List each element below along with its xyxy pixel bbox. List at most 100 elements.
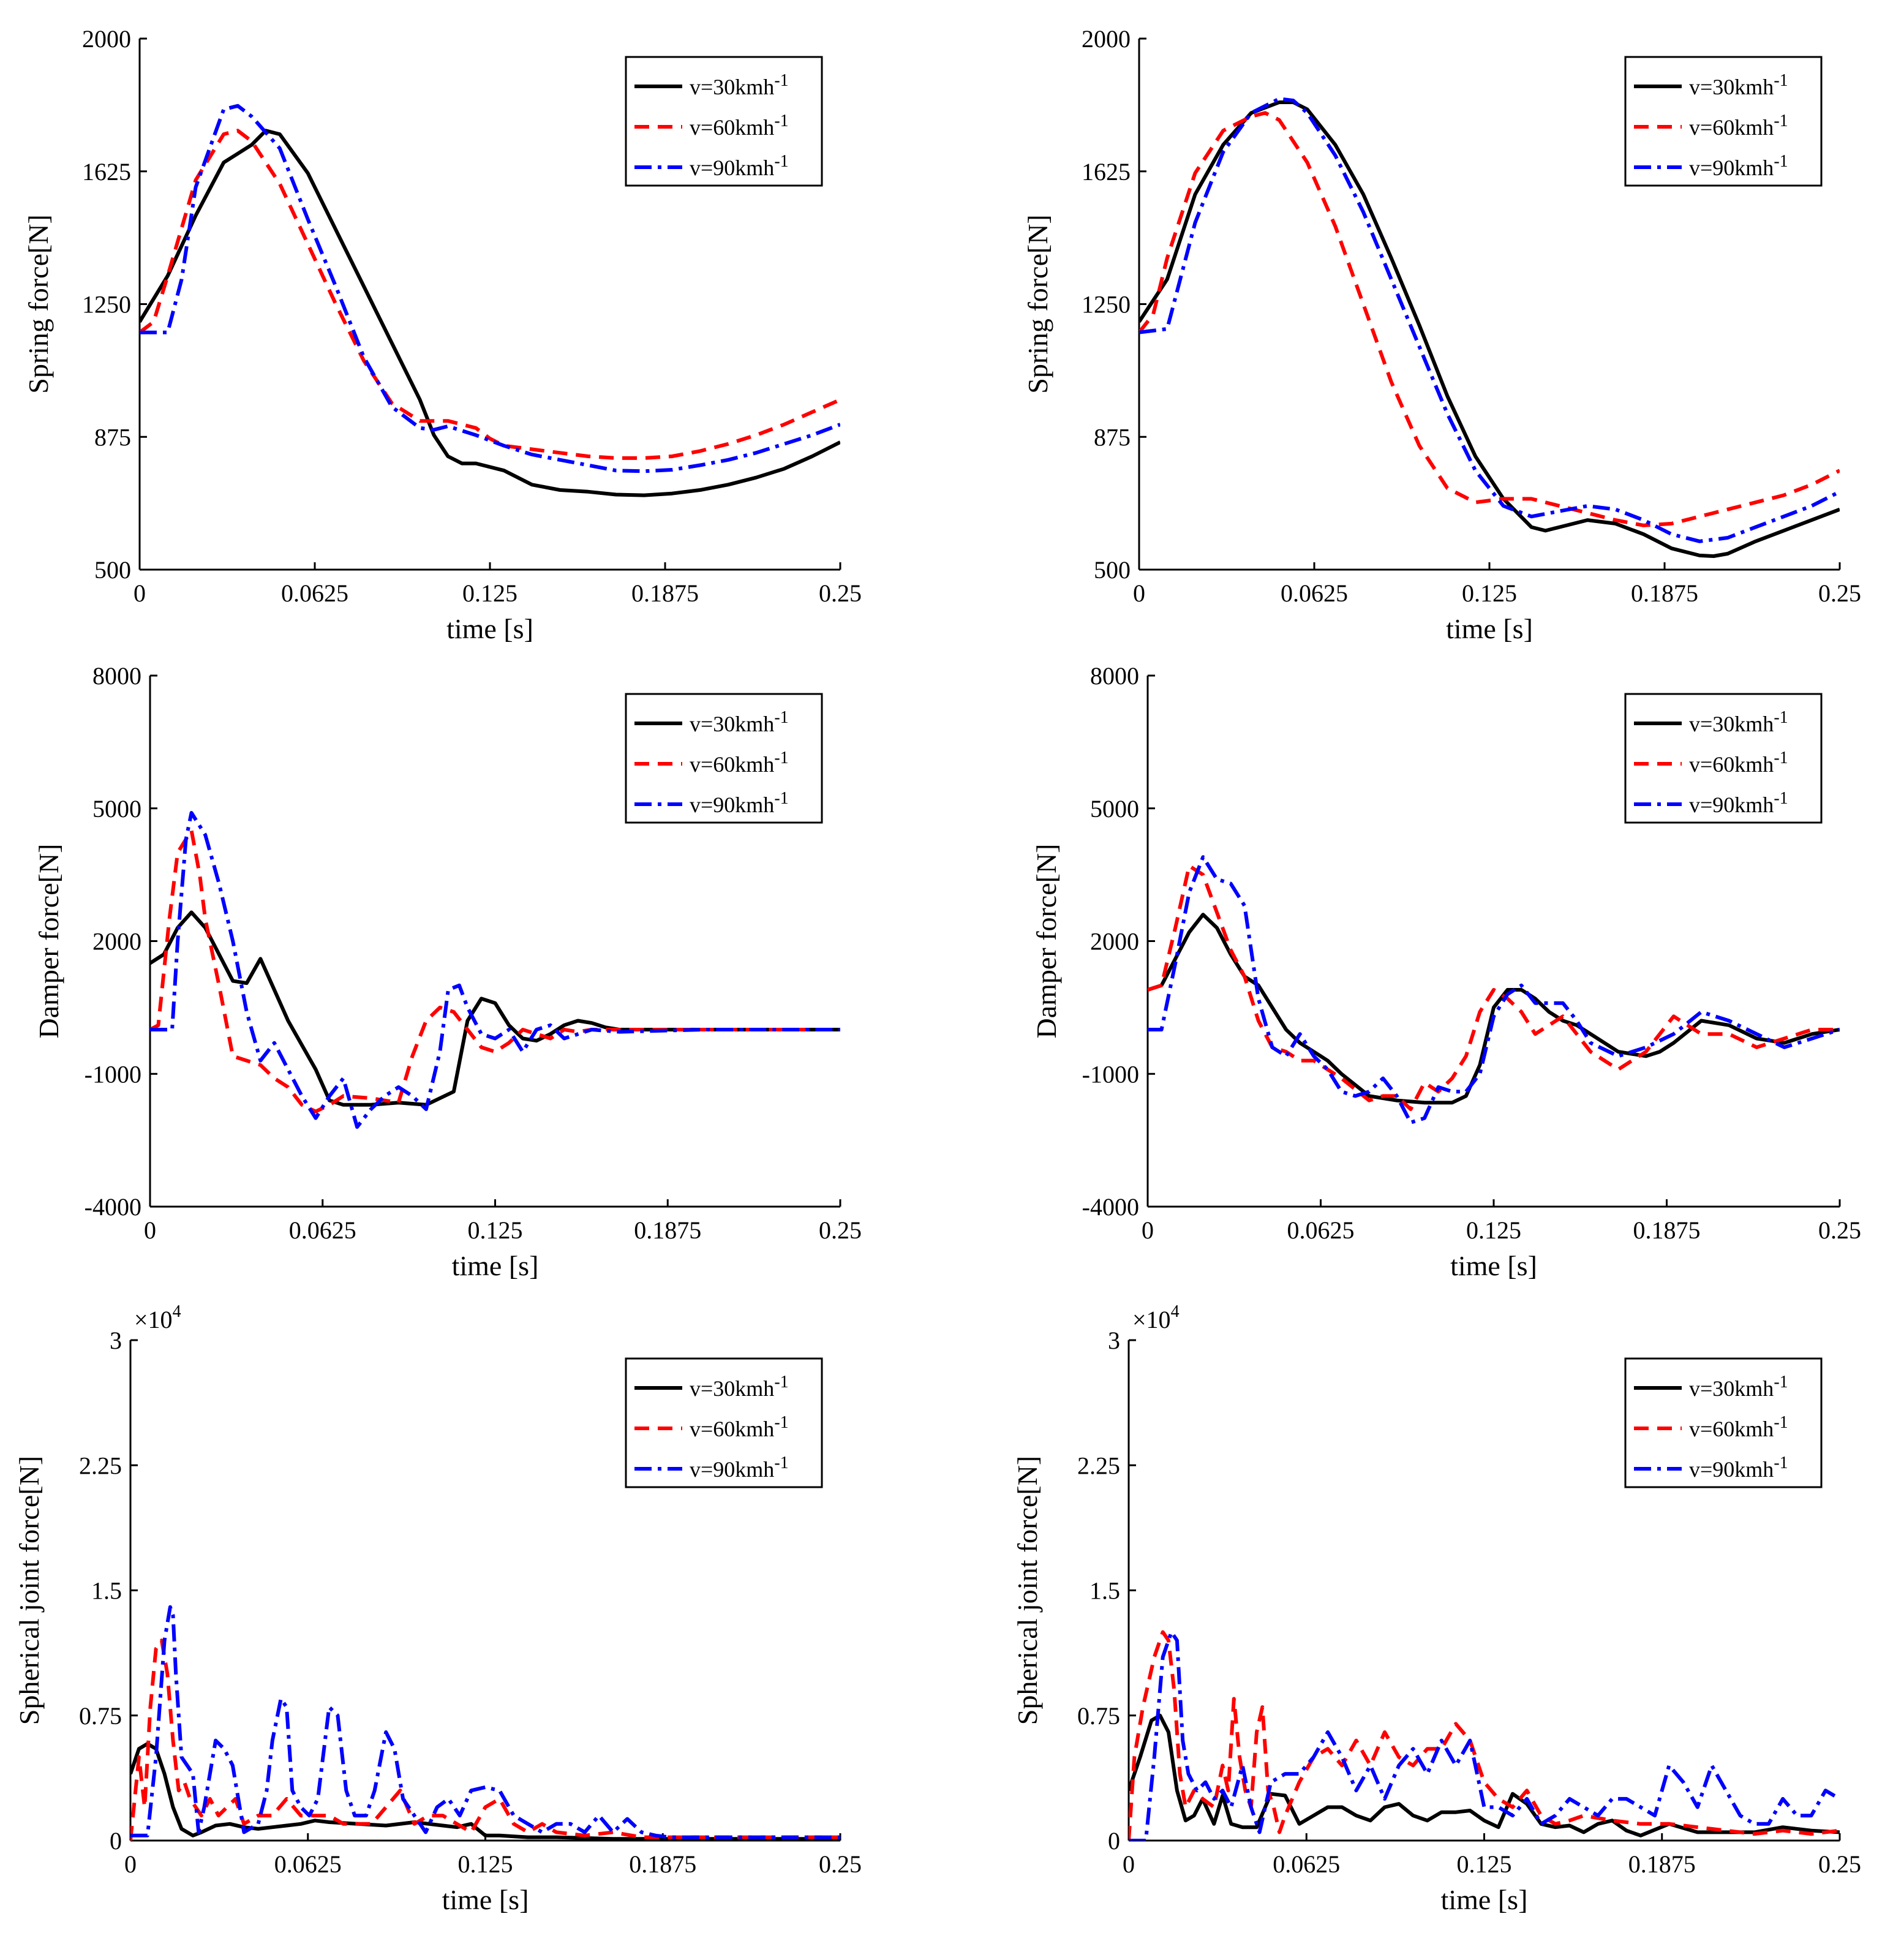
legend: v=30kmh-1 v=60kmh-1 v=90kmh-1 (1624, 693, 1823, 824)
y-tick-label: 1625 (82, 158, 131, 186)
x-axis-label: time [s] (452, 1250, 539, 1281)
x-tick-label: 0.0625 (1281, 579, 1348, 607)
legend-label: v=90kmh-1 (1689, 152, 1788, 180)
legend: v=30kmh-1 v=60kmh-1 v=90kmh-1 (625, 1357, 823, 1488)
legend-box (625, 56, 823, 187)
series-line-dashdot (150, 811, 840, 1129)
x-axis-label: time [s] (442, 1884, 529, 1915)
x-tick-label: 0 (124, 1850, 137, 1878)
legend: v=30kmh-1 v=60kmh-1 v=90kmh-1 (1624, 56, 1823, 187)
y-tick-label: 0.75 (79, 1702, 122, 1730)
y-tick-label: -1000 (85, 1060, 141, 1088)
legend-box (625, 1357, 823, 1488)
x-axis-label: time [s] (446, 613, 533, 644)
y-tick-label: -4000 (85, 1193, 141, 1221)
legend: v=30kmh-1 v=60kmh-1 v=90kmh-1 (625, 693, 823, 824)
y-tick-label: -4000 (1082, 1193, 1139, 1221)
legend-label: v=30kmh-1 (690, 1373, 789, 1401)
x-tick-label: 0.125 (1462, 579, 1517, 607)
series-line-dashdot (1129, 1630, 1840, 1841)
x-tick-label: 0.125 (458, 1850, 513, 1878)
panel-joint-right: 0 0.0625 0.125 0.1875 0.25 0 0.75 1.5 2.25 3 time … (1012, 1302, 1861, 1915)
legend-box (1624, 693, 1823, 824)
panel-spring-left: 0 0.0625 0.125 0.1875 0.25 500 875 1250 1625 2000… (23, 25, 862, 644)
panel-damper-right: 0 0.0625 0.125 0.1875 0.25 -4000 -1000 2000 5000… (1031, 662, 1861, 1281)
x-tick-label: 0 (1142, 1216, 1154, 1244)
y-axis-label: Spherical joint force[N] (1012, 1456, 1043, 1725)
x-tick-label: 0.25 (1818, 1850, 1861, 1878)
y-tick-label: 1625 (1082, 158, 1131, 186)
series-line-solid (130, 1742, 840, 1841)
series-line-dashdot (140, 104, 840, 473)
y-exponent-label: ×104 (134, 1302, 181, 1333)
y-axis-label: Spring force[N] (23, 214, 54, 394)
x-tick-label: 0.1875 (1633, 1216, 1701, 1244)
panel-joint-left: 0 0.0625 0.125 0.1875 0.25 0 0.75 1.5 2.25 3 time … (13, 1302, 862, 1915)
y-tick-label: 5000 (1090, 795, 1139, 823)
x-tick-label: 0.0625 (1287, 1216, 1355, 1244)
series-line-dashdot (1148, 855, 1840, 1125)
panel-damper-left: 0 0.0625 0.125 0.1875 0.25 -4000 -1000 2000 5000… (33, 662, 862, 1281)
x-tick-label: 0.1875 (634, 1216, 701, 1244)
x-tick-label: 0 (134, 579, 146, 607)
legend-label: v=60kmh-1 (690, 1413, 789, 1441)
series-line-dashed (150, 828, 840, 1114)
y-tick-label: 2.25 (1077, 1452, 1120, 1479)
series-line-dashed (1129, 1630, 1840, 1841)
y-tick-label: 2000 (1090, 928, 1139, 956)
legend-label: v=90kmh-1 (690, 152, 789, 180)
x-tick-label: 0.25 (819, 579, 862, 607)
x-tick-label: 0.1875 (1628, 1850, 1696, 1878)
x-axis-label: time [s] (1446, 613, 1533, 644)
series-line-solid (140, 129, 840, 497)
y-tick-label: 0 (110, 1827, 122, 1855)
series-line-solid (1129, 1713, 1840, 1838)
y-axis-label: Damper force[N] (1031, 844, 1062, 1039)
x-tick-label: 0.125 (468, 1216, 523, 1244)
legend-label: v=60kmh-1 (690, 111, 789, 140)
x-tick-label: 0.25 (1818, 1216, 1861, 1244)
x-tick-label: 0.0625 (274, 1850, 342, 1878)
legend-box (1624, 1357, 1823, 1488)
x-tick-label: 0.125 (462, 579, 517, 607)
y-tick-label: 2.25 (79, 1452, 122, 1479)
y-tick-label: 3 (110, 1327, 122, 1354)
x-axis-label: time [s] (1441, 1884, 1528, 1915)
series-line-dashdot (1139, 97, 1840, 543)
y-tick-label: 1.5 (91, 1577, 122, 1605)
y-tick-label: 2000 (82, 25, 131, 53)
legend-label: v=60kmh-1 (1689, 1413, 1788, 1441)
legend-label: v=60kmh-1 (1689, 748, 1788, 777)
legend-label: v=90kmh-1 (1689, 1453, 1788, 1482)
series-line-solid (1148, 913, 1840, 1105)
legend: v=30kmh-1 v=60kmh-1 v=90kmh-1 (625, 56, 823, 187)
series-line-dashed (140, 129, 840, 460)
x-tick-label: 0 (1123, 1850, 1135, 1878)
legend-label: v=30kmh-1 (690, 708, 789, 736)
legend-label: v=60kmh-1 (1689, 111, 1788, 140)
series-line-dashed (1148, 864, 1840, 1111)
y-tick-label: 1250 (1082, 291, 1131, 318)
x-axis-label: time [s] (1450, 1250, 1537, 1281)
legend-label: v=90kmh-1 (1689, 789, 1788, 817)
y-tick-label: -1000 (1082, 1060, 1139, 1088)
legend: v=30kmh-1 v=60kmh-1 v=90kmh-1 (1624, 1357, 1823, 1488)
y-tick-label: 2000 (1082, 25, 1131, 53)
y-tick-label: 1.5 (1090, 1577, 1120, 1605)
x-tick-label: 0.25 (819, 1216, 862, 1244)
x-tick-label: 0.25 (1818, 579, 1861, 607)
y-axis-label: Spherical joint force[N] (13, 1456, 45, 1725)
series-line-dashdot (130, 1605, 840, 1839)
legend-box (625, 693, 823, 824)
x-tick-label: 0 (144, 1216, 156, 1244)
y-tick-label: 0 (1108, 1827, 1120, 1855)
legend-label: v=30kmh-1 (1689, 708, 1788, 736)
series-line-solid (150, 910, 840, 1107)
y-tick-label: 0.75 (1077, 1702, 1120, 1730)
legend-label: v=60kmh-1 (690, 748, 789, 777)
x-tick-label: 0 (1133, 579, 1145, 607)
y-tick-label: 2000 (92, 928, 141, 956)
x-tick-label: 0.1875 (629, 1850, 696, 1878)
x-tick-label: 0.0625 (289, 1216, 356, 1244)
